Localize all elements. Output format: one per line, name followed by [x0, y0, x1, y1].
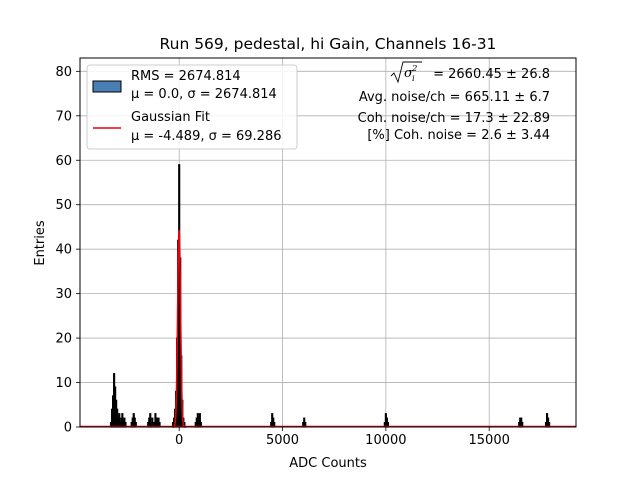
noise-annotations: σ 2 i = 2660.45 ± 26.8 Avg. noise/ch = 6…: [358, 61, 550, 143]
coh-noise-text: Coh. noise/ch = 17.3 ± 22.89: [358, 111, 550, 126]
svg-text:i: i: [412, 74, 415, 84]
y-tick-label: 10: [55, 376, 72, 391]
legend-fit-label: Gaussian Fit: [131, 110, 210, 125]
y-axis-ticks: 0 10 20 30 40 50 60 70 80: [55, 65, 80, 436]
y-tick-label: 20: [55, 332, 72, 347]
sigma-symbol: σ 2 i: [390, 61, 422, 84]
y-tick-label: 40: [55, 243, 72, 258]
y-axis-label: Entries: [33, 220, 48, 266]
pct-coh-noise-text: [%] Coh. noise = 2.6 ± 3.44: [367, 128, 550, 143]
sigma-value: = 2660.45 ± 26.8: [433, 67, 550, 82]
plot-frame: [79, 57, 577, 428]
svg-text:2: 2: [411, 64, 417, 74]
avg-noise-text: Avg. noise/ch = 665.11 ± 6.7: [359, 90, 550, 105]
y-tick-label: 60: [55, 154, 72, 169]
y-tick-label: 50: [55, 198, 72, 213]
x-tick-label: 0: [175, 433, 183, 448]
gaussian-fit-line: [171, 228, 187, 428]
legend-fit-stats: μ = -4.489, σ = 69.286: [131, 129, 281, 144]
legend-rms-label: RMS = 2674.814: [131, 69, 241, 84]
x-tick-label: 15000: [469, 433, 510, 448]
svg-text:σ: σ: [404, 66, 414, 81]
legend-rms-patch: [92, 80, 122, 93]
y-tick-label: 70: [55, 109, 72, 124]
legend-box: [86, 64, 298, 150]
x-tick-label: 5000: [266, 433, 299, 448]
legend-rms-stats: μ = 0.0, σ = 2674.814: [131, 87, 277, 102]
y-tick-label: 30: [55, 287, 72, 302]
y-tick-label: 0: [64, 421, 72, 436]
x-axis-label: ADC Counts: [289, 456, 367, 471]
chart-title: Run 569, pedestal, hi Gain, Channels 16-…: [160, 35, 497, 53]
grid: [80, 58, 576, 428]
x-axis-ticks: 0 5000 10000 15000: [175, 427, 510, 448]
histogram-bar: [151, 417, 154, 428]
x-tick-label: 10000: [365, 433, 406, 448]
y-tick-label: 80: [55, 65, 72, 80]
legend: RMS = 2674.814 μ = 0.0, σ = 2674.814 Gau…: [86, 64, 298, 150]
